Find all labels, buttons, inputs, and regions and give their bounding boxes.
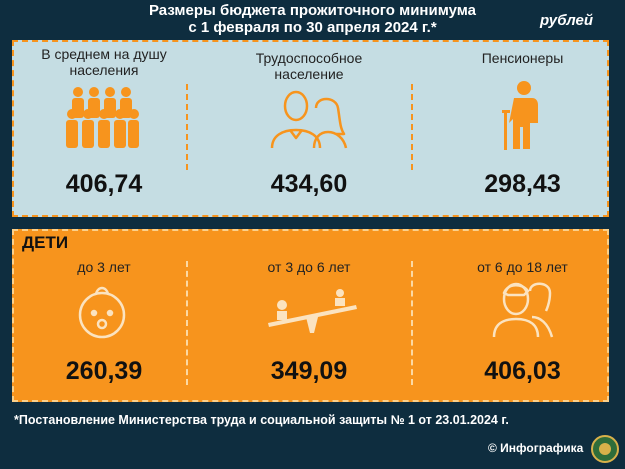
teenagers-icon xyxy=(492,282,554,338)
adults-item-label: В среднем на душу населения xyxy=(14,46,194,78)
credit-label: © Инфографика xyxy=(488,441,584,455)
label-line-1: Пенсионеры xyxy=(481,50,564,66)
adults-item-pensioners: Пенсионеры 298,43 xyxy=(434,42,611,215)
children-item-label: до 3 лет xyxy=(77,259,131,275)
couple-icon xyxy=(270,90,348,149)
adults-item-average: В среднем на душу населения 406,74 xyxy=(14,42,194,215)
label-line-2: населения xyxy=(69,62,139,78)
emblem-center xyxy=(599,443,611,455)
adults-item-label: Пенсионеры xyxy=(434,50,611,66)
label-line-2: население xyxy=(274,66,344,82)
children-item-value: 260,39 xyxy=(65,357,143,385)
children-item-value: 406,03 xyxy=(484,357,561,385)
elderly-person-icon xyxy=(502,81,538,150)
label-line-1: В среднем на душу xyxy=(41,46,167,62)
currency-label: рублей xyxy=(539,12,593,29)
adults-item-value: 298,43 xyxy=(484,170,561,198)
adults-item-label: Трудоспособное население xyxy=(214,50,404,82)
baby-icon xyxy=(78,286,126,339)
adults-item-value: 406,74 xyxy=(65,170,143,198)
column-divider xyxy=(411,84,413,170)
children-item-value: 349,09 xyxy=(270,357,348,385)
footnote: *Постановление Министерства труда и соци… xyxy=(14,413,509,427)
children-panel: ДЕТИ до 3 лет 260,39 от 3 до 6 лет xyxy=(12,229,609,402)
children-item-3-to-6: от 3 до 6 лет 349,09 xyxy=(214,231,404,400)
label-line-1: Трудоспособное xyxy=(255,50,363,66)
children-item-under-3: до 3 лет 260,39 xyxy=(14,231,194,400)
emblem-logo xyxy=(591,435,619,463)
adults-item-working-age: Трудоспособное население 434,60 xyxy=(214,42,404,215)
adults-panel: В среднем на душу населения 406,74 Трудо… xyxy=(12,40,609,217)
column-divider xyxy=(186,261,188,385)
people-group-icon xyxy=(66,87,139,148)
children-item-6-to-18: от 6 до 18 лет 406,03 xyxy=(434,231,611,400)
infographic-title: Размеры бюджета прожиточного минимума с … xyxy=(0,2,625,36)
children-item-label: от 3 до 6 лет xyxy=(267,259,351,275)
children-section-title: ДЕТИ xyxy=(22,233,69,252)
column-divider xyxy=(411,261,413,385)
children-item-label: от 6 до 18 лет xyxy=(477,259,568,275)
title-line-2: с 1 февраля по 30 апреля 2024 г.* xyxy=(188,19,437,36)
column-divider xyxy=(186,84,188,170)
adults-item-value: 434,60 xyxy=(270,170,348,198)
seesaw-icon xyxy=(268,289,357,333)
title-line-1: Размеры бюджета прожиточного минимума xyxy=(148,2,476,19)
